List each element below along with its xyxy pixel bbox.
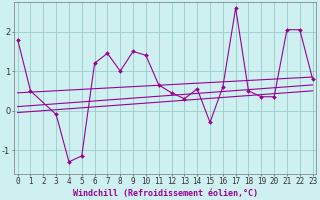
X-axis label: Windchill (Refroidissement éolien,°C): Windchill (Refroidissement éolien,°C) [73,189,258,198]
